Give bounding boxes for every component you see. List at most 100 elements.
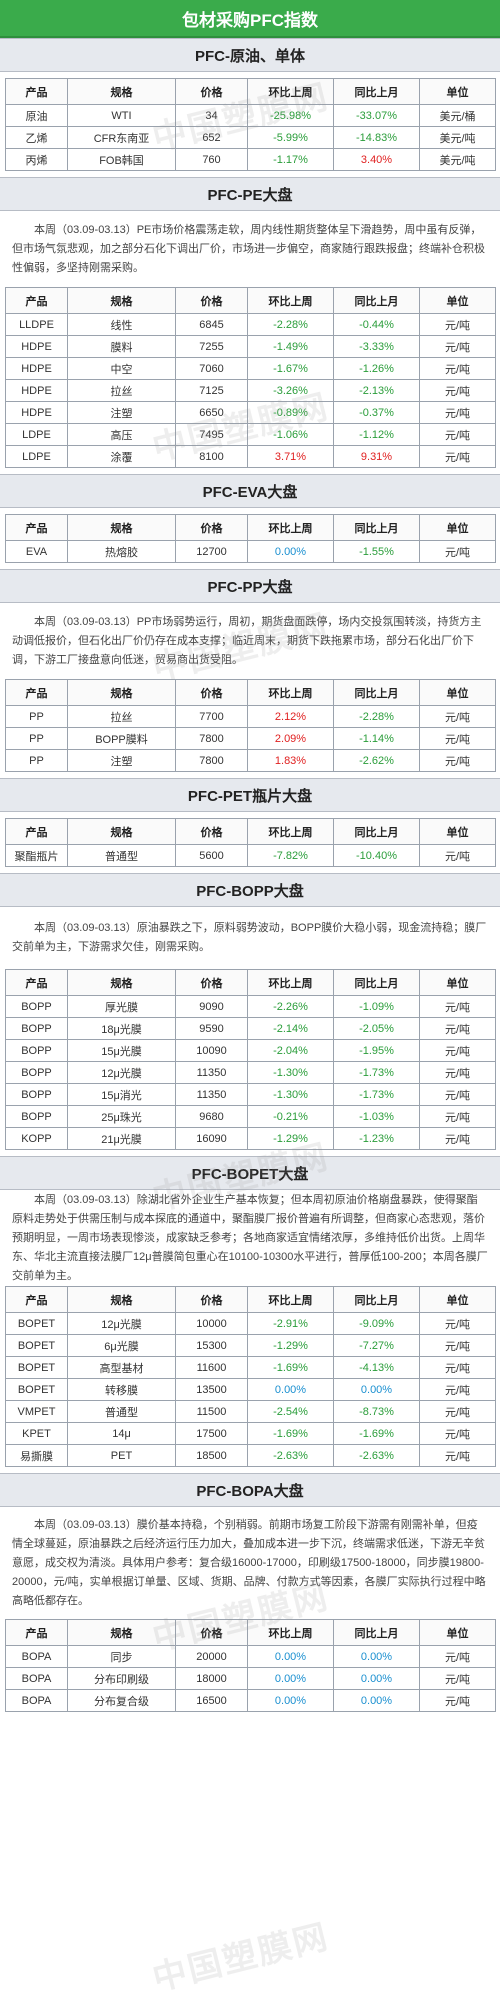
- section-title: PFC-BOPP大盘: [0, 873, 500, 907]
- table-cell: 9.31%: [333, 445, 420, 468]
- price-table: 产品 规格 价格 环比上周 同比上月 单位 BOPET 12μ光膜 10000 -2.91% -9.…: [5, 1286, 496, 1467]
- column-header: 单位: [419, 1286, 496, 1313]
- table-row: BOPET 高型基材 11600 -1.69% -4.13% 元/吨: [5, 1356, 496, 1379]
- table-cell: 膜料: [67, 335, 176, 358]
- price-table: 产品 规格 价格 环比上周 同比上月 单位 LLDPE 线性 6845 -2.28% -0.44% 元…: [5, 287, 496, 468]
- table-cell: -1.69%: [247, 1356, 334, 1379]
- column-header: 同比上月: [333, 679, 420, 706]
- table-cell: 5600: [175, 844, 248, 867]
- column-header: 产品: [5, 1619, 68, 1646]
- table-cell: 15μ光膜: [67, 1039, 176, 1062]
- table-row: BOPP 18μ光膜 9590 -2.14% -2.05% 元/吨: [5, 1017, 496, 1040]
- table-cell: 同步: [67, 1645, 176, 1668]
- table-cell: BOPP膜料: [67, 727, 176, 750]
- table-cell: 9680: [175, 1105, 248, 1128]
- table-cell: 美元/吨: [419, 148, 496, 171]
- table-cell: -2.63%: [247, 1444, 334, 1467]
- table-row: PP BOPP膜料 7800 2.09% -1.14% 元/吨: [5, 727, 496, 750]
- table-cell: BOPP: [5, 1039, 68, 1062]
- section-title: PFC-EVA大盘: [0, 474, 500, 508]
- table-row: 丙烯 FOB韩国 760 -1.17% 3.40% 美元/吨: [5, 148, 496, 171]
- table-row: LDPE 涂覆 8100 3.71% 9.31% 元/吨: [5, 445, 496, 468]
- table-cell: BOPET: [5, 1334, 68, 1357]
- table-cell: -1.17%: [247, 148, 334, 171]
- column-header: 环比上周: [247, 818, 334, 845]
- table-row: KPET 14μ 17500 -1.69% -1.69% 元/吨: [5, 1422, 496, 1445]
- table-cell: BOPP: [5, 1017, 68, 1040]
- table-cell: 元/吨: [419, 423, 496, 446]
- section-summary-wrap: 本周（03.09-03.13）PP市场弱势运行，周初，期货盘面跌停，场内交投氛围…: [0, 603, 500, 679]
- table-cell: 0.00%: [247, 540, 334, 563]
- section-summary-wrap: 本周（03.09-03.13）原油暴跌之下，原料弱势波动，BOPP膜价大稳小弱，…: [0, 907, 500, 969]
- price-table: 产品 规格 价格 环比上周 同比上月 单位 PP 拉丝 7700 2.12% -2.28% 元/吨 PP…: [5, 679, 496, 772]
- table-cell: -1.06%: [247, 423, 334, 446]
- section-title: PFC-PP大盘: [0, 569, 500, 603]
- table-cell: -2.05%: [333, 1017, 420, 1040]
- table-cell: 7800: [175, 749, 248, 772]
- table-cell: LDPE: [5, 445, 68, 468]
- price-table: 产品 规格 价格 环比上周 同比上月 单位 聚酯瓶片 普通型 5600 -7.82% -10.40%…: [5, 818, 496, 867]
- table-cell: -3.26%: [247, 379, 334, 402]
- table-cell: BOPA: [5, 1645, 68, 1668]
- table-cell: -1.73%: [333, 1083, 420, 1106]
- column-header: 同比上月: [333, 1286, 420, 1313]
- table-cell: 6μ光膜: [67, 1334, 176, 1357]
- table-cell: -4.13%: [333, 1356, 420, 1379]
- column-header: 同比上月: [333, 287, 420, 314]
- column-header: 规格: [67, 1619, 176, 1646]
- table-cell: -2.54%: [247, 1400, 334, 1423]
- table-cell: -1.69%: [333, 1422, 420, 1445]
- table-cell: KOPP: [5, 1127, 68, 1150]
- table-cell: -0.89%: [247, 401, 334, 424]
- table-cell: BOPET: [5, 1378, 68, 1401]
- table-row: EVA 热熔胶 12700 0.00% -1.55% 元/吨: [5, 540, 496, 563]
- column-header: 单位: [419, 1619, 496, 1646]
- table-cell: 元/吨: [419, 1645, 496, 1668]
- table-cell: HDPE: [5, 379, 68, 402]
- column-header: 价格: [175, 514, 248, 541]
- table-cell: -5.99%: [247, 126, 334, 149]
- table-cell: 元/吨: [419, 995, 496, 1018]
- table-cell: -0.37%: [333, 401, 420, 424]
- table-cell: 0.00%: [333, 1645, 420, 1668]
- section-summary: 本周（03.09-03.13）PE市场价格震荡走软，周内线性期货整体呈下滑趋势，…: [12, 223, 485, 274]
- table-row: HDPE 注塑 6650 -0.89% -0.37% 元/吨: [5, 401, 496, 424]
- table-cell: -7.82%: [247, 844, 334, 867]
- table-row: BOPP 15μ消光 11350 -1.30% -1.73% 元/吨: [5, 1083, 496, 1106]
- column-header: 产品: [5, 818, 68, 845]
- table-cell: 元/吨: [419, 749, 496, 772]
- table-cell: 元/吨: [419, 540, 496, 563]
- table-cell: 元/吨: [419, 1039, 496, 1062]
- table-header-row: 产品 规格 价格 环比上周 同比上月 单位: [5, 514, 496, 541]
- table-cell: 11350: [175, 1061, 248, 1084]
- table-cell: 9590: [175, 1017, 248, 1040]
- table-cell: 元/吨: [419, 1105, 496, 1128]
- column-header: 价格: [175, 818, 248, 845]
- table-row: PP 注塑 7800 1.83% -2.62% 元/吨: [5, 749, 496, 772]
- table-cell: 拉丝: [67, 705, 176, 728]
- table-cell: 2.12%: [247, 705, 334, 728]
- table-cell: PET: [67, 1444, 176, 1467]
- table-cell: 热熔胶: [67, 540, 176, 563]
- table-cell: 14μ: [67, 1422, 176, 1445]
- table-row: 易撕膜 PET 18500 -2.63% -2.63% 元/吨: [5, 1444, 496, 1467]
- column-header: 环比上周: [247, 1619, 334, 1646]
- table-cell: BOPET: [5, 1312, 68, 1335]
- table-cell: 注塑: [67, 749, 176, 772]
- table-row: BOPP 25μ珠光 9680 -0.21% -1.03% 元/吨: [5, 1105, 496, 1128]
- table-cell: 17500: [175, 1422, 248, 1445]
- section-summary: 本周（03.09-03.13）膜价基本持稳，个别稍弱。前期市场复工阶段下游需有刚…: [12, 1518, 486, 1607]
- table-cell: 涂覆: [67, 445, 176, 468]
- table-cell: CFR东南亚: [67, 126, 176, 149]
- section-title: PFC-原油、单体: [0, 38, 500, 72]
- table-cell: 丙烯: [5, 148, 68, 171]
- table-cell: 7125: [175, 379, 248, 402]
- table-row: 原油 WTI 34 -25.98% -33.07% 美元/桶: [5, 104, 496, 127]
- table-header-row: 产品 规格 价格 环比上周 同比上月 单位: [5, 679, 496, 706]
- table-cell: 元/吨: [419, 1127, 496, 1150]
- table-row: BOPA 分布复合级 16500 0.00% 0.00% 元/吨: [5, 1689, 496, 1712]
- table-cell: BOPA: [5, 1689, 68, 1712]
- table-cell: 0.00%: [333, 1689, 420, 1712]
- column-header: 单位: [419, 679, 496, 706]
